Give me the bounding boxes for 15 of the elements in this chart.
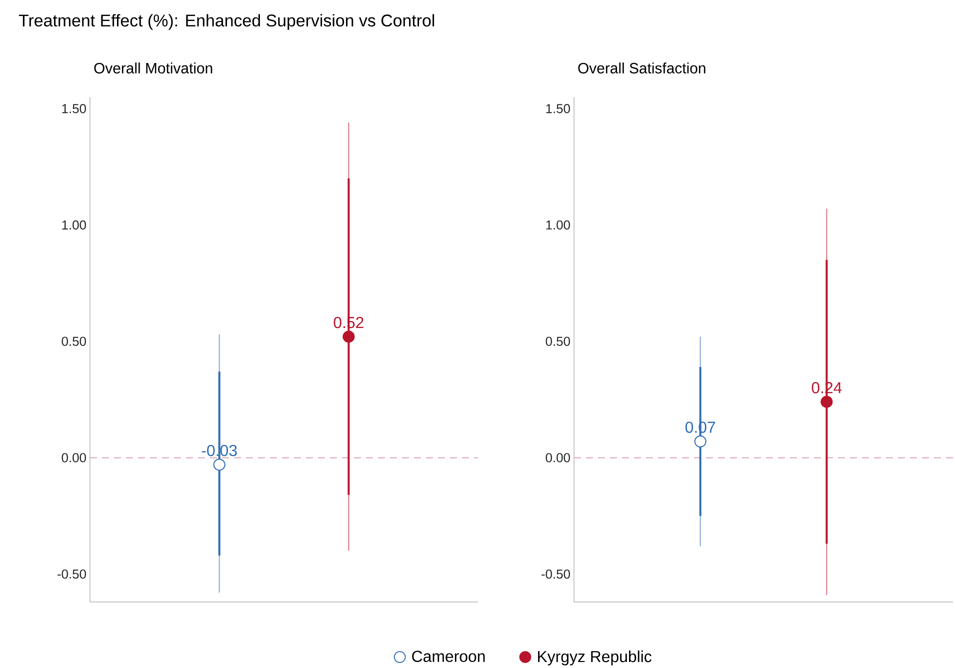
y-tick-label: 0.00	[62, 453, 86, 462]
chart-title: Treatment Effect (%): Enhanced Supervision vs Control	[18, 14, 434, 30]
y-tick-label: 1.50	[62, 104, 86, 114]
y-tick-label: 0.50	[62, 336, 86, 346]
y-tick-label: 1.00	[546, 220, 570, 230]
legend-label: Cameroon	[412, 650, 485, 662]
chart-subtitle: Overall Motivation	[94, 62, 212, 74]
chart-title: Overall Satisfaction	[578, 62, 706, 74]
y-tick-label: 1.50	[546, 104, 570, 114]
y-tick-label: 0.50	[546, 336, 570, 346]
y-tick-label: -0.50	[58, 569, 86, 579]
y-tick-label: 0.00	[546, 453, 570, 462]
y-tick-label: 1.00	[62, 220, 86, 230]
y-tick-label: -0.50	[542, 569, 570, 579]
legend-label: Kyrgyz Republic	[538, 650, 652, 666]
